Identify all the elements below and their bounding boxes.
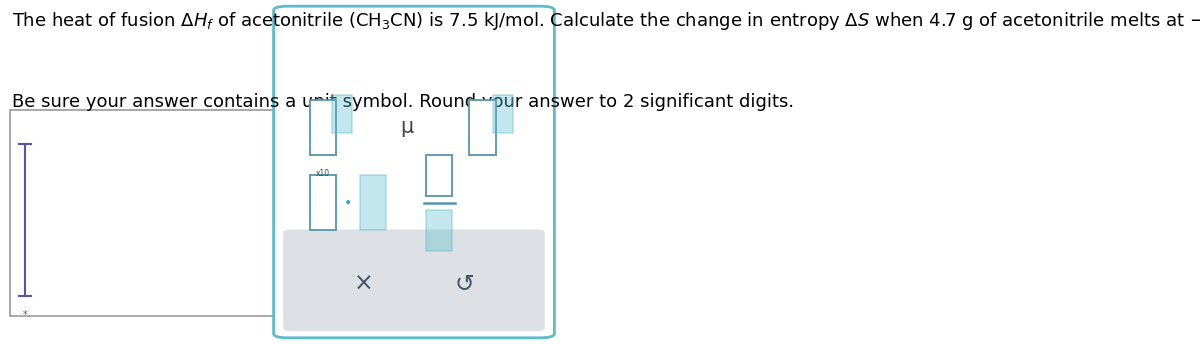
FancyBboxPatch shape [360, 175, 386, 230]
FancyBboxPatch shape [426, 210, 452, 251]
FancyBboxPatch shape [283, 229, 545, 331]
Text: •: • [344, 196, 352, 210]
FancyBboxPatch shape [469, 100, 496, 155]
FancyBboxPatch shape [310, 100, 336, 155]
FancyBboxPatch shape [274, 6, 554, 338]
Text: ×: × [354, 272, 373, 296]
Text: μ: μ [400, 117, 413, 137]
Text: ↺: ↺ [455, 272, 474, 296]
Text: Be sure your answer contains a unit symbol. Round your answer to 2 significant d: Be sure your answer contains a unit symb… [12, 93, 794, 111]
Text: The heat of fusion $\Delta H_f$ of acetonitrile $\left(\mathrm{CH_3CN}\right)$ i: The heat of fusion $\Delta H_f$ of aceto… [12, 10, 1200, 32]
FancyBboxPatch shape [493, 95, 512, 133]
FancyBboxPatch shape [332, 95, 352, 133]
FancyBboxPatch shape [426, 155, 452, 196]
FancyBboxPatch shape [10, 110, 280, 316]
FancyBboxPatch shape [310, 175, 336, 230]
Text: x10: x10 [316, 169, 330, 178]
Text: *: * [23, 310, 28, 320]
